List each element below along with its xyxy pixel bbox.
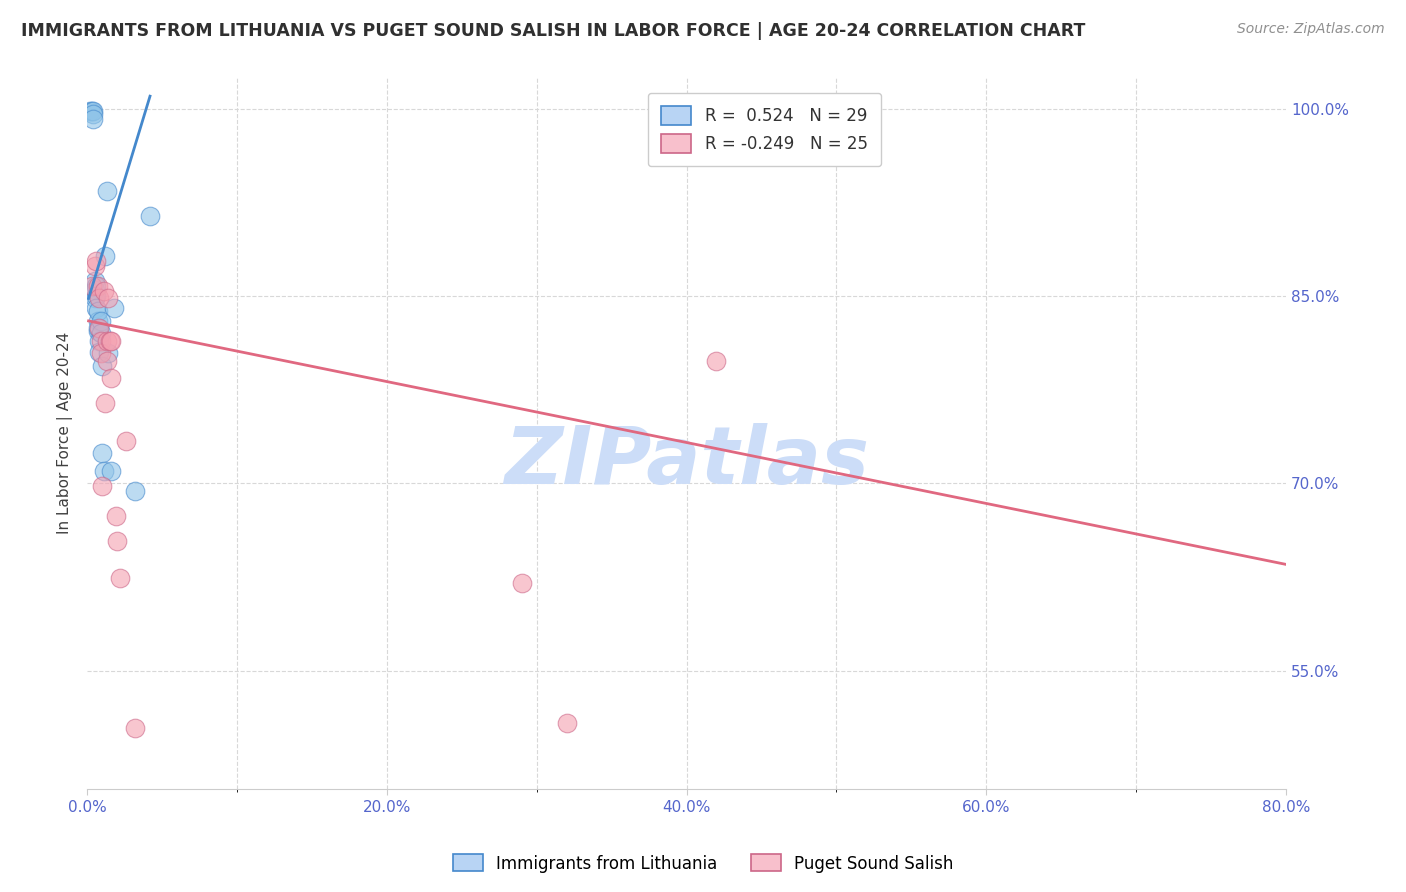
Point bbox=[87, 334, 110, 348]
Point bbox=[100, 464, 122, 478]
Point bbox=[555, 716, 578, 731]
Point bbox=[84, 289, 107, 303]
Point bbox=[83, 274, 105, 288]
Point bbox=[96, 184, 118, 198]
Point bbox=[87, 292, 110, 306]
Point bbox=[90, 334, 112, 348]
Point bbox=[83, 292, 105, 306]
Point bbox=[97, 292, 120, 306]
Point bbox=[94, 249, 117, 263]
Point bbox=[103, 301, 125, 316]
Legend: Immigrants from Lithuania, Puget Sound Salish: Immigrants from Lithuania, Puget Sound S… bbox=[446, 847, 960, 880]
Point bbox=[82, 112, 104, 126]
Point bbox=[96, 354, 118, 368]
Point bbox=[93, 464, 115, 478]
Point bbox=[97, 346, 120, 360]
Point bbox=[104, 508, 127, 523]
Text: IMMIGRANTS FROM LITHUANIA VS PUGET SOUND SALISH IN LABOR FORCE | AGE 20-24 CORRE: IMMIGRANTS FROM LITHUANIA VS PUGET SOUND… bbox=[21, 22, 1085, 40]
Point bbox=[105, 533, 128, 548]
Point bbox=[80, 104, 103, 119]
Point bbox=[79, 104, 101, 119]
Point bbox=[91, 479, 114, 493]
Text: Source: ZipAtlas.com: Source: ZipAtlas.com bbox=[1237, 22, 1385, 37]
Point bbox=[86, 279, 108, 293]
Point bbox=[93, 284, 115, 298]
Point bbox=[84, 254, 107, 268]
Point bbox=[124, 483, 146, 498]
Point bbox=[91, 359, 114, 373]
Legend: R =  0.524   N = 29, R = -0.249   N = 25: R = 0.524 N = 29, R = -0.249 N = 25 bbox=[648, 93, 882, 167]
Point bbox=[90, 326, 112, 341]
Point bbox=[115, 434, 138, 448]
Point bbox=[124, 721, 146, 735]
Point bbox=[86, 324, 108, 338]
Point bbox=[510, 576, 533, 591]
Y-axis label: In Labor Force | Age 20-24: In Labor Force | Age 20-24 bbox=[58, 332, 73, 534]
Point bbox=[139, 209, 162, 223]
Point bbox=[84, 279, 107, 293]
Point bbox=[82, 106, 104, 120]
Point bbox=[86, 304, 108, 318]
Point bbox=[86, 314, 108, 328]
Point bbox=[108, 571, 131, 585]
Point bbox=[83, 283, 105, 297]
Point bbox=[90, 314, 112, 328]
Text: ZIPatlas: ZIPatlas bbox=[503, 423, 869, 500]
Point bbox=[87, 345, 110, 359]
Point bbox=[94, 396, 117, 410]
Point bbox=[91, 446, 114, 460]
Point bbox=[86, 321, 108, 335]
Point bbox=[82, 104, 104, 119]
Point bbox=[84, 301, 107, 316]
Point bbox=[87, 321, 110, 335]
Point bbox=[83, 259, 105, 273]
Point bbox=[100, 371, 122, 385]
Point bbox=[96, 334, 118, 348]
Point bbox=[80, 279, 103, 293]
Point bbox=[100, 334, 122, 348]
Point bbox=[90, 346, 112, 360]
Point bbox=[706, 354, 728, 368]
Point bbox=[98, 334, 121, 348]
